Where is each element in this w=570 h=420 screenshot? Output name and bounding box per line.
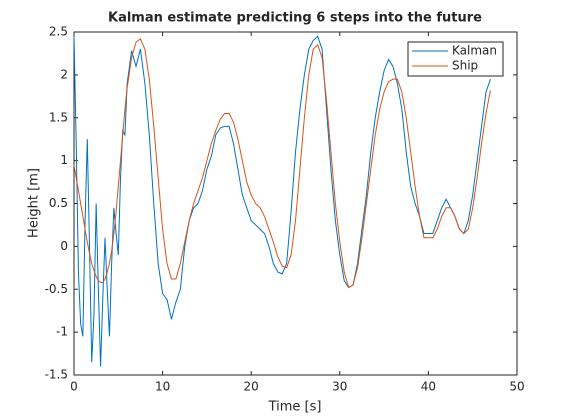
x-tick-label: 0: [70, 380, 78, 394]
y-tick-label: -1: [56, 325, 68, 339]
x-axis-label: Time [s]: [268, 400, 322, 415]
x-tick-label: 40: [421, 380, 436, 394]
y-tick-label: 1: [60, 153, 68, 167]
y-tick-label: -0.5: [45, 282, 68, 296]
y-tick-label: -1.5: [45, 368, 68, 382]
legend-box: [407, 41, 504, 77]
line-series: [73, 35, 491, 367]
x-tick-label: 20: [244, 380, 259, 394]
legend-label: Kalman: [452, 44, 497, 58]
y-axis-label: Height [m]: [27, 168, 42, 238]
chart-title: Kalman estimate predicting 6 steps into …: [108, 11, 482, 26]
y-tick-label: 0: [60, 239, 68, 253]
x-tick-label: 50: [509, 380, 524, 394]
line-series: [73, 38, 491, 289]
plot-area: [73, 31, 518, 376]
y-tick-label: 1.5: [49, 110, 68, 124]
y-tick-label: 2.5: [49, 25, 68, 39]
y-tick-label: 0.5: [49, 196, 68, 210]
x-tick-label: 10: [155, 380, 170, 394]
y-tick-label: 2: [60, 67, 68, 81]
legend-label: Ship: [452, 59, 478, 73]
x-tick-label: 30: [332, 380, 347, 394]
